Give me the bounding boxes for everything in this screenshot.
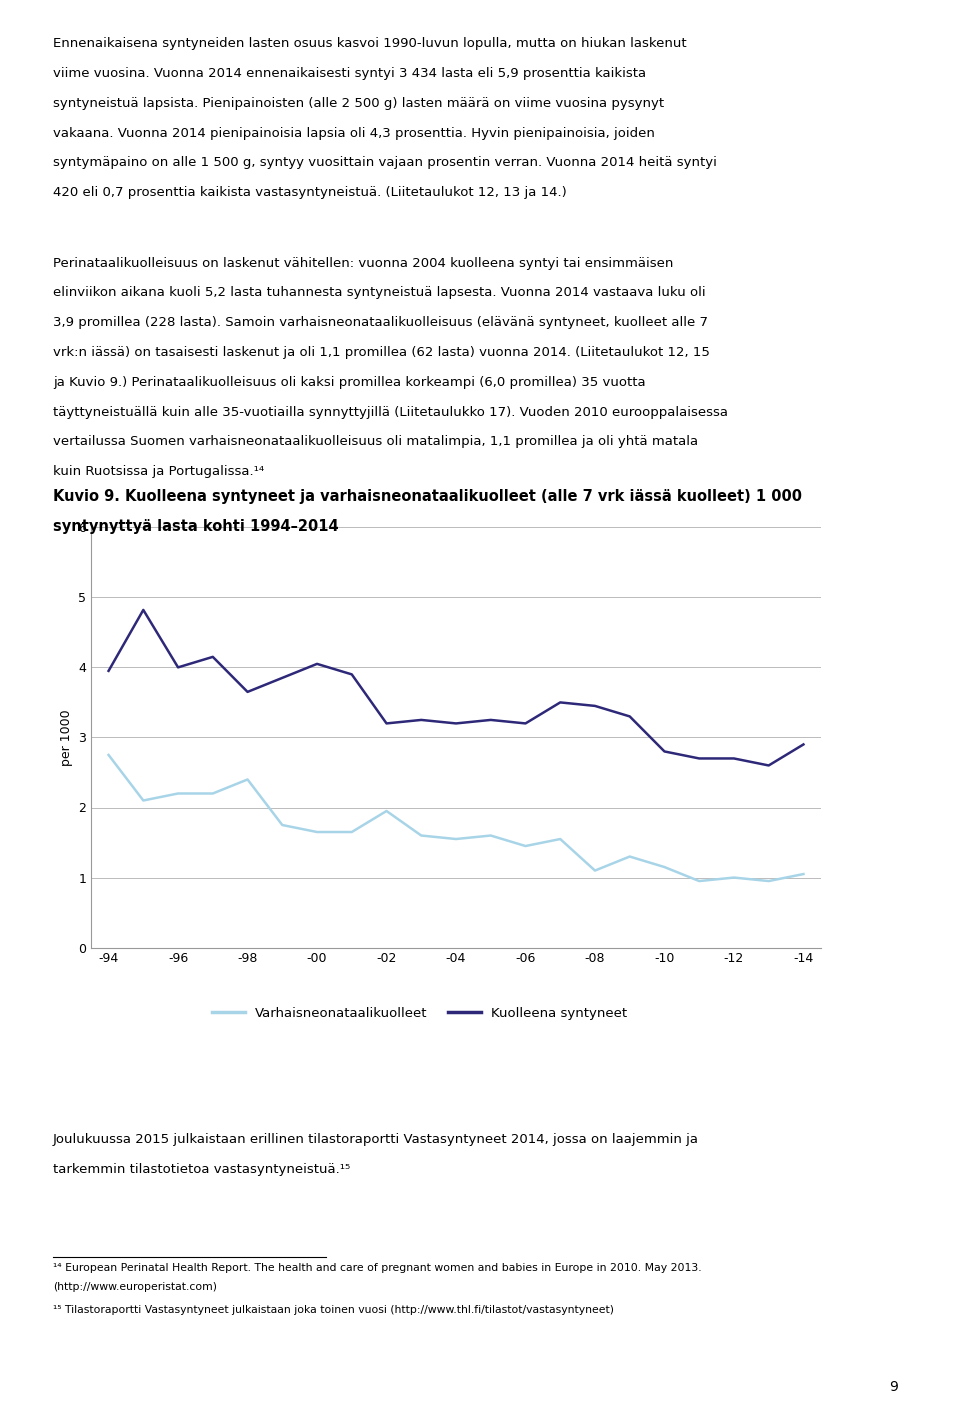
Text: ja Kuvio 9.) Perinataalikuolleisuus oli kaksi promillea korkeampi (6,0 promillea: ja Kuvio 9.) Perinataalikuolleisuus oli … (53, 376, 645, 389)
Y-axis label: per 1000: per 1000 (60, 710, 73, 765)
Text: Kuvio 9. Kuolleena syntyneet ja varhaisneonataalikuolleet (alle 7 vrk iässä kuol: Kuvio 9. Kuolleena syntyneet ja varhaisn… (53, 489, 802, 504)
Text: 3,9 promillea (228 lasta). Samoin varhaisneonataalikuolleisuus (elävänä syntynee: 3,9 promillea (228 lasta). Samoin varhai… (53, 316, 708, 329)
Text: syntyneistuä lapsista. Pienipainoisten (alle 2 500 g) lasten määrä on viime vuos: syntyneistuä lapsista. Pienipainoisten (… (53, 97, 664, 110)
Text: ¹⁴ European Perinatal Health Report. The health and care of pregnant women and b: ¹⁴ European Perinatal Health Report. The… (53, 1263, 702, 1273)
Text: tarkemmin tilastotietoa vastasyntyneistuä.¹⁵: tarkemmin tilastotietoa vastasyntyneistu… (53, 1163, 350, 1176)
Text: Perinataalikuolleisuus on laskenut vähitellen: vuonna 2004 kuolleena syntyi tai : Perinataalikuolleisuus on laskenut vähit… (53, 256, 673, 269)
Text: 420 eli 0,7 prosenttia kaikista vastasyntyneistuä. (Liitetaulukot 12, 13 ja 14.): 420 eli 0,7 prosenttia kaikista vastasyn… (53, 187, 566, 200)
Text: vakaana. Vuonna 2014 pienipainoisia lapsia oli 4,3 prosenttia. Hyvin pienipainoi: vakaana. Vuonna 2014 pienipainoisia laps… (53, 127, 655, 140)
Text: vertailussa Suomen varhaisneonataalikuolleisuus oli matalimpia, 1,1 promillea ja: vertailussa Suomen varhaisneonataalikuol… (53, 436, 698, 449)
Legend: Varhaisneonataalikuolleet, Kuolleena syntyneet: Varhaisneonataalikuolleet, Kuolleena syn… (206, 1002, 633, 1025)
Text: täyttyneistuällä kuin alle 35-vuotiailla synnyttyjillä (Liitetaulukko 17). Vuode: täyttyneistuällä kuin alle 35-vuotiailla… (53, 406, 728, 419)
Text: Joulukuussa 2015 julkaistaan erillinen tilastoraportti Vastasyntyneet 2014, joss: Joulukuussa 2015 julkaistaan erillinen t… (53, 1133, 699, 1146)
Text: syntymäpaino on alle 1 500 g, syntyy vuosittain vajaan prosentin verran. Vuonna : syntymäpaino on alle 1 500 g, syntyy vuo… (53, 157, 717, 170)
Text: vrk:n iässä) on tasaisesti laskenut ja oli 1,1 promillea (62 lasta) vuonna 2014.: vrk:n iässä) on tasaisesti laskenut ja o… (53, 346, 709, 359)
Text: syntynyttyä lasta kohti 1994–2014: syntynyttyä lasta kohti 1994–2014 (53, 519, 339, 534)
Text: ¹⁵ Tilastoraportti Vastasyntyneet julkaistaan joka toinen vuosi (http://www.thl.: ¹⁵ Tilastoraportti Vastasyntyneet julkai… (53, 1305, 613, 1315)
Text: kuin Ruotsissa ja Portugalissa.¹⁴: kuin Ruotsissa ja Portugalissa.¹⁴ (53, 465, 264, 479)
Text: Ennenaikaisena syntyneiden lasten osuus kasvoi 1990-luvun lopulla, mutta on hiuk: Ennenaikaisena syntyneiden lasten osuus … (53, 37, 686, 50)
Text: elinviikon aikana kuoli 5,2 lasta tuhannesta syntyneistuä lapsesta. Vuonna 2014 : elinviikon aikana kuoli 5,2 lasta tuhann… (53, 286, 706, 299)
Text: 9: 9 (889, 1379, 898, 1394)
Text: viime vuosina. Vuonna 2014 ennenaikaisesti syntyi 3 434 lasta eli 5,9 prosenttia: viime vuosina. Vuonna 2014 ennenaikaises… (53, 67, 646, 80)
Text: (http://www.europeristat.com): (http://www.europeristat.com) (53, 1282, 217, 1292)
